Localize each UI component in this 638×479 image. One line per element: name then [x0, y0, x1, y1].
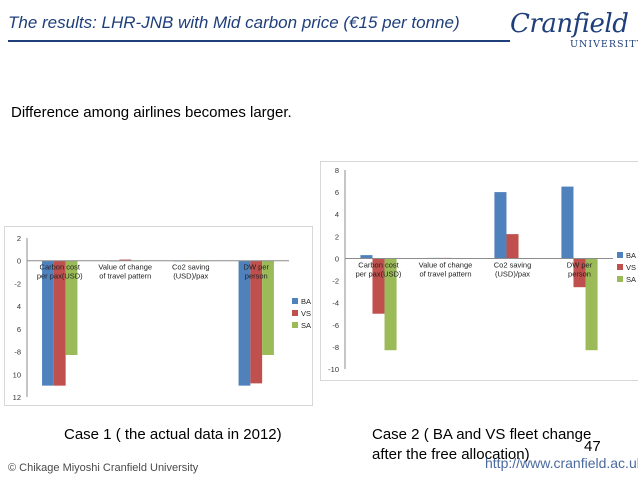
case1-category-label: (USD)/pax: [173, 272, 208, 281]
case2-category-label: DW per: [567, 260, 593, 269]
page-number: 47: [584, 438, 601, 455]
case2-category-label: person: [568, 269, 591, 278]
case1-ytick-label: 6: [17, 325, 21, 334]
case1-category-label: DW per: [244, 263, 270, 272]
cranfield-logo: Cranfield UNIVERSITY: [510, 9, 638, 50]
case2-category-label: per pax(USD): [356, 269, 402, 278]
case2-bar-ba: [360, 255, 373, 259]
case1-legend-swatch-vs: [292, 310, 298, 316]
case2-ytick-label: -4: [332, 299, 339, 308]
case2-ytick-label: 6: [335, 188, 339, 197]
case2-legend-label: BA: [626, 251, 636, 260]
case2-bar-sa: [585, 258, 598, 351]
case2-bar-ba: [561, 186, 574, 259]
case1-category-label: of travel pattern: [99, 272, 151, 281]
case1-bar-vs: [250, 260, 263, 384]
case1-category-label: person: [245, 272, 268, 281]
case2-bar-sa: [384, 258, 397, 351]
case2-legend-label: SA: [626, 275, 636, 284]
case2-category-label: (USD)/pax: [495, 269, 530, 278]
slide-title: The results: LHR-JNB with Mid carbon pri…: [8, 13, 460, 32]
case2-ytick-label: 8: [335, 166, 339, 175]
case2-category-label: Carbon cost: [358, 260, 399, 269]
case1-ytick-label: 12: [13, 393, 21, 402]
case2-legend-swatch-vs: [617, 264, 623, 270]
case1-legend-label: VS: [301, 309, 311, 318]
case2-ytick-label: 2: [335, 232, 339, 241]
case1-legend-swatch-sa: [292, 322, 298, 328]
logo-name: Cranfield: [510, 9, 629, 39]
case1-bar-sa: [262, 260, 274, 355]
case2-bar-ba: [494, 192, 507, 259]
case1-bar-sa: [65, 260, 78, 355]
case2-ytick-label: -6: [332, 321, 339, 330]
case1-ytick-label: -2: [14, 279, 21, 288]
case2-ytick-label: -2: [332, 277, 339, 286]
university-url[interactable]: http://www.cranfield.ac.uk: [485, 455, 638, 471]
case1-legend-label: BA: [301, 297, 311, 306]
case1-bar-vs: [119, 259, 132, 261]
case2-category-label: Value of change: [419, 260, 473, 269]
case1-category-label: Carbon cost: [40, 263, 81, 272]
case2-category-label: Co2 saving: [494, 260, 532, 269]
case2-bar-vs: [506, 234, 519, 259]
logo-university: UNIVERSITY: [570, 39, 638, 50]
case1-ytick-label: 4: [17, 302, 21, 311]
copyright-footer: © Chikage Miyoshi Cranfield University: [8, 462, 199, 474]
case1-legend-swatch-ba: [292, 298, 298, 304]
case2-category-label: of travel pattern: [419, 269, 471, 278]
slide-subtitle: Difference among airlines becomes larger…: [11, 104, 292, 121]
case1-bar-vs: [53, 260, 66, 386]
case2-ytick-label: 4: [335, 210, 339, 219]
case2-legend-label: VS: [626, 263, 636, 272]
case1-ytick-label: 10: [13, 370, 21, 379]
chart-case1: 2 0 -2 4 6 -8 10 12 Carbon cost per pax(USD) Value…: [4, 226, 313, 406]
chart-case2: 8 6 4 2 0 -2 -4 -6 -8 -10 Carbon cost per pax(USD) V…: [320, 161, 638, 381]
case2-legend-swatch-sa: [617, 276, 623, 282]
case1-bar-ba: [42, 260, 54, 386]
case2-legend-swatch-ba: [617, 252, 623, 258]
case2-ytick-label: -10: [328, 365, 339, 374]
case2-bar-vs: [573, 258, 586, 288]
case1-ytick-label: -8: [14, 348, 21, 357]
case2-ytick-label: 0: [335, 254, 339, 263]
case2-ytick-label: -8: [332, 343, 339, 352]
case1-category-label: Co2 saving: [172, 263, 210, 272]
case1-category-label: Value of change: [98, 263, 152, 272]
title-underline: [8, 40, 510, 42]
case1-bar-ba: [238, 260, 251, 386]
case1-category-label: per pax(USD): [37, 272, 83, 281]
case1-ytick-label: 2: [17, 234, 21, 243]
caption-case2: Case 2 ( BA and VS fleet change after th…: [372, 426, 592, 463]
case1-legend-label: SA: [301, 321, 311, 330]
caption-case1: Case 1 ( the actual data in 2012): [64, 426, 282, 443]
case2-bar-vs: [372, 258, 385, 314]
case1-ytick-label: 0: [17, 257, 21, 266]
